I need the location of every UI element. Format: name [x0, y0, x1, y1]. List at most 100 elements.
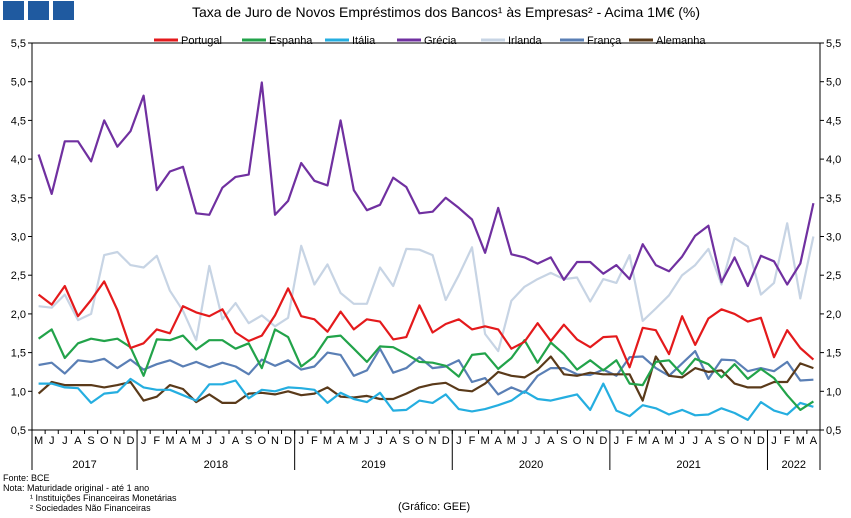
footer-credit: (Gráfico: GEE): [398, 501, 471, 513]
x-tick-label: J: [141, 435, 147, 447]
x-tick-label: S: [403, 435, 410, 447]
chart-title: Taxa de Juro de Novos Empréstimos dos Ba…: [192, 4, 700, 20]
y-tick-label-left: 4,0: [11, 154, 26, 166]
x-tick-label: M: [192, 435, 201, 447]
y-tick-label-right: 3,0: [826, 232, 841, 244]
x-tick-label: F: [626, 435, 633, 447]
y-tick-label-right: 5,5: [826, 38, 841, 50]
x-tick-label: J: [522, 435, 528, 447]
x-tick-label: N: [744, 435, 752, 447]
x-tick-label: J: [298, 435, 304, 447]
y-tick-label-left: 3,0: [11, 232, 26, 244]
x-tick-label: M: [34, 435, 43, 447]
y-tick-label-left: 5,5: [11, 38, 26, 50]
series-line-portugal: [37, 280, 815, 369]
x-tick-label: O: [415, 435, 424, 447]
chart-series: [37, 81, 815, 421]
y-tick-label-right: 1,0: [826, 386, 841, 398]
x-tick-label: A: [74, 435, 82, 447]
x-tick-label: J: [535, 435, 541, 447]
legend-label: Irlanda: [508, 35, 543, 47]
x-tick-label: O: [258, 435, 267, 447]
legend-label: Portugal: [181, 35, 222, 47]
series-line-espanha: [37, 328, 814, 411]
x-tick-label: O: [100, 435, 109, 447]
x-tick-label: S: [87, 435, 94, 447]
x-tick-label: D: [757, 435, 765, 447]
x-tick-label: S: [245, 435, 252, 447]
x-tick-label: O: [730, 435, 739, 447]
y-tick-label-left: 5,0: [11, 77, 26, 89]
x-tick-label: D: [284, 435, 292, 447]
y-tick-label-right: 4,5: [826, 115, 841, 127]
x-tick-label: J: [456, 435, 462, 447]
logo-square-1: [3, 1, 24, 20]
x-tick-label: M: [796, 435, 805, 447]
y-tick-label-left: 3,5: [11, 193, 26, 205]
x-tick-label: J: [364, 435, 370, 447]
x-tick-label: D: [442, 435, 450, 447]
x-tick-label: A: [652, 435, 660, 447]
y-tick-label-left: 4,5: [11, 115, 26, 127]
legend-label: Grécia: [424, 35, 457, 47]
legend-label: Espanha: [269, 35, 313, 47]
y-tick-label-right: 3,5: [826, 193, 841, 205]
x-tick-label: M: [349, 435, 358, 447]
x-tick-label: J: [49, 435, 55, 447]
series-line-alemanha: [37, 355, 814, 404]
x-tick-label: A: [705, 435, 713, 447]
x-tick-label: M: [481, 435, 490, 447]
y-tick-label-right: 2,0: [826, 309, 841, 321]
y-tick-label-right: 2,5: [826, 270, 841, 282]
x-tick-label: J: [679, 435, 685, 447]
x-tick-label: M: [165, 435, 174, 447]
legend-label: França: [587, 35, 622, 47]
chart-legend: Portugal Espanha Itália Grécia Irlanda França…: [154, 35, 706, 47]
x-tick-label: J: [771, 435, 777, 447]
x-tick-label: D: [127, 435, 135, 447]
logo-square-2: [28, 1, 49, 20]
footer-source: Fonte: BCE: [3, 473, 50, 483]
x-tick-label: A: [389, 435, 397, 447]
x-tick-label: J: [220, 435, 226, 447]
legend-label: Itália: [352, 35, 376, 47]
x-tick-label: M: [664, 435, 673, 447]
x-tick-label: N: [113, 435, 121, 447]
y-tick-label-left: 1,5: [11, 348, 26, 360]
x-tick-label: A: [495, 435, 503, 447]
x-tick-label: J: [207, 435, 213, 447]
y-tick-label-left: 2,5: [11, 270, 26, 282]
y-tick-label-right: 0,5: [826, 425, 841, 437]
x-tick-label: N: [586, 435, 594, 447]
footer-note-2: ² Sociedades Não Financeiras: [30, 503, 151, 513]
x-tick-label: N: [271, 435, 279, 447]
y-tick-label-left: 1,0: [11, 386, 26, 398]
x-tick-label: M: [323, 435, 332, 447]
x-tick-label: F: [153, 435, 160, 447]
series-line-frança: [38, 347, 814, 396]
series-line-grécia: [37, 81, 815, 288]
x-tick-label: M: [638, 435, 647, 447]
plot-frame: [31, 42, 821, 431]
year-label: 2022: [781, 459, 805, 471]
x-tick-label: A: [810, 435, 818, 447]
chart-axes: 0,5 0,5 1,0 1,0 1,5 1,5 2,0 2,0 2,5 2,5 3,0 3,0 3,5 3…: [11, 38, 842, 471]
x-tick-label: J: [692, 435, 698, 447]
x-tick-label: J: [377, 435, 383, 447]
y-tick-label-left: 0,5: [11, 425, 26, 437]
year-label: 2019: [361, 459, 385, 471]
year-label: 2017: [72, 459, 96, 471]
series-line-irlanda: [38, 222, 815, 353]
logo-square-3: [53, 1, 74, 20]
x-tick-label: M: [507, 435, 516, 447]
year-label: 2020: [519, 459, 543, 471]
x-tick-label: A: [179, 435, 187, 447]
x-tick-label: F: [784, 435, 791, 447]
legend-label: Alemanha: [656, 35, 706, 47]
year-label: 2018: [204, 459, 228, 471]
x-tick-label: F: [311, 435, 318, 447]
y-tick-label-right: 4,0: [826, 154, 841, 166]
x-tick-label: O: [573, 435, 582, 447]
footer-note-1: ¹ Instituições Financeiras Monetárias: [30, 493, 177, 503]
